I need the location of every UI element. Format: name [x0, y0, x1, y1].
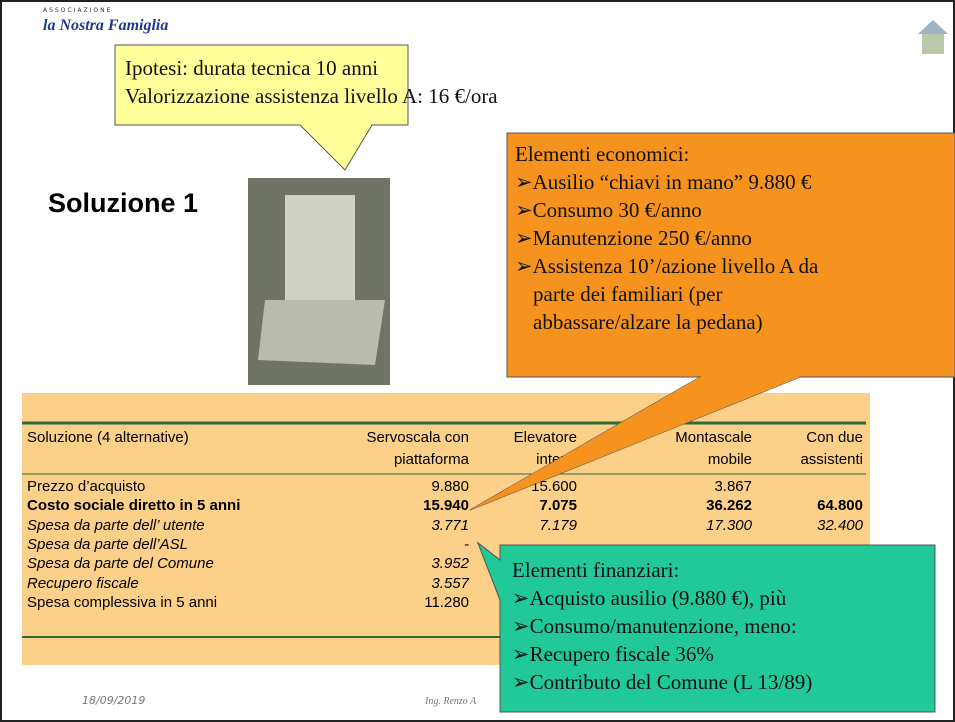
table-cell: 3.557	[431, 574, 469, 592]
header-cell: piattaforma	[393, 451, 469, 468]
financial-heading: Elementi finanziari:	[512, 558, 680, 582]
table-cell: 36.262	[706, 497, 752, 515]
table-cell: 64.800	[817, 497, 863, 515]
row-label: Recupero fiscale	[27, 574, 139, 592]
top-right-icon	[918, 20, 948, 54]
table-cell: 15.940	[423, 497, 469, 515]
header-cell: assistenti	[800, 451, 863, 468]
economic-item: ➢Ausilio “chiavi in mano” 9.880 €	[515, 170, 812, 194]
economic-heading: Elementi economici:	[515, 142, 690, 166]
footer-date: 18/09/2019	[82, 694, 146, 707]
header-cell: Servoscala con	[366, 429, 469, 446]
financial-item: ➢Acquisto ausilio (9.880 €), più	[512, 586, 787, 610]
table-cell: 11.280	[424, 593, 469, 611]
row-label: Spesa complessiva in 5 anni	[27, 593, 218, 611]
footer-author: Ing. Renzo A	[425, 696, 477, 707]
financial-item: ➢Consumo/manutenzione, meno:	[512, 614, 797, 638]
financial-item: ➢Contributo del Comune (L 13/89)	[512, 670, 813, 694]
slide-title: Soluzione 1	[48, 188, 199, 218]
hypothesis-line: Valorizzazione assistenza livello A: 16 …	[125, 84, 498, 108]
table-cell: 15.600	[531, 478, 577, 495]
row-label: Spesa da parte dell’ASL	[27, 535, 188, 553]
logo: la Nostra Famiglia	[43, 17, 169, 34]
logo-small: ASSOCIAZIONE	[43, 7, 113, 14]
economic-item: parte dei familiari (per	[533, 282, 723, 306]
row-label: Spesa da parte del Comune	[27, 555, 214, 573]
header-cell: Con due	[806, 429, 863, 446]
financial-item: ➢Recupero fiscale 36%	[512, 642, 714, 666]
header-cell: mobile	[707, 451, 752, 468]
economic-item: ➢Consumo 30 €/anno	[515, 198, 702, 222]
hypothesis-line: Ipotesi: durata tecnica 10 anni	[125, 56, 379, 80]
table-cell: 3.771	[431, 516, 469, 534]
table-cell: -	[464, 535, 469, 553]
table-cell: 7.179	[539, 516, 577, 534]
table-cell: 32.400	[817, 516, 863, 534]
header-cell: Elevatore	[513, 429, 577, 446]
photo-lift	[285, 195, 355, 315]
header-cell: Montascale	[675, 429, 752, 446]
callout-yellow	[114, 44, 409, 171]
header-cell: interni	[536, 451, 577, 468]
economic-item: ➢Manutenzione 250 €/anno	[515, 226, 752, 250]
photo-platform	[258, 300, 385, 365]
economic-item: abbassare/alzare la pedana)	[533, 310, 763, 334]
table-cell: 9.880	[431, 478, 469, 495]
header-cell: Soluzione (4 alternative)	[27, 429, 189, 446]
row-label: Prezzo d’acquisto	[27, 478, 146, 495]
row-label: Spesa da parte dell’ utente	[27, 516, 205, 534]
row-label: Costo sociale diretto in 5 anni	[27, 497, 241, 515]
economic-item: ➢Assistenza 10’/azione livello A da	[515, 254, 819, 278]
table-cell: 3.952	[431, 555, 469, 573]
table-cell: 3.867	[714, 478, 752, 495]
table-cell: 7.075	[539, 497, 577, 515]
table-cell: 17.300	[706, 516, 752, 534]
